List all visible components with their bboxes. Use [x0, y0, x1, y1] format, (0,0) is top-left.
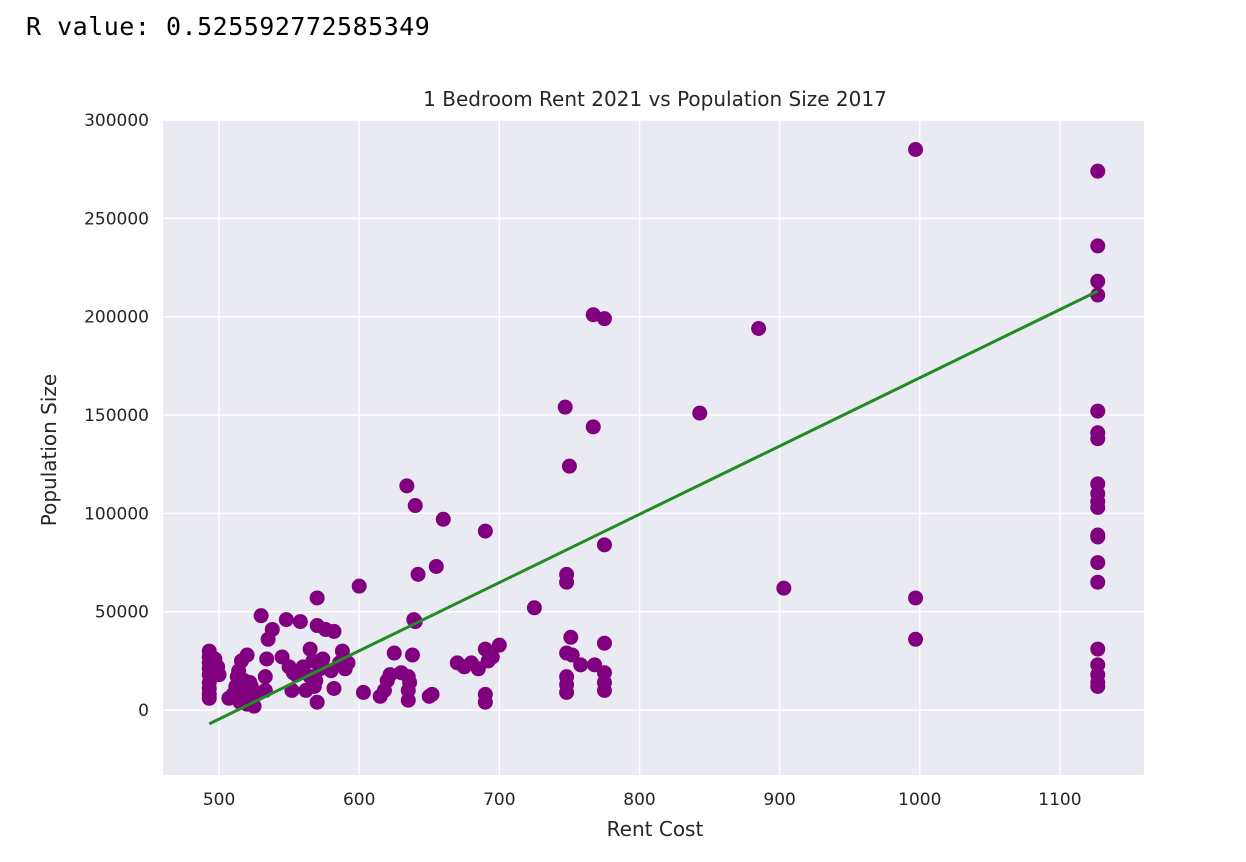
- data-point: [326, 680, 342, 696]
- data-points: [201, 142, 1106, 714]
- data-point: [1090, 163, 1106, 179]
- data-point: [264, 621, 280, 637]
- data-point: [557, 399, 573, 415]
- r-value-label: R value:: [26, 12, 151, 41]
- y-tick-label: 50000: [95, 603, 149, 623]
- r-value-number: 0.525592772585349: [165, 12, 431, 41]
- x-tick-label: 900: [763, 790, 795, 810]
- y-tick-label: 300000: [84, 111, 149, 131]
- data-point: [563, 629, 579, 645]
- data-point: [596, 682, 612, 698]
- x-tick-label: 700: [483, 790, 515, 810]
- data-point: [201, 690, 217, 706]
- data-point: [309, 694, 325, 710]
- data-point: [908, 590, 924, 606]
- data-point: [477, 523, 493, 539]
- data-point: [404, 647, 420, 663]
- data-point: [484, 649, 500, 665]
- data-point: [559, 574, 575, 590]
- data-point: [564, 647, 580, 663]
- grid-lines: [163, 119, 1144, 775]
- x-tick-label: 1100: [1038, 790, 1081, 810]
- data-point: [315, 651, 331, 667]
- data-point: [1090, 555, 1106, 571]
- data-point: [692, 405, 708, 421]
- y-tick-label: 0: [138, 701, 149, 721]
- data-point: [1090, 529, 1106, 545]
- data-point: [573, 657, 589, 673]
- data-point: [278, 612, 294, 628]
- data-point: [1090, 431, 1106, 447]
- data-point: [435, 511, 451, 527]
- y-axis-label: Population Size: [37, 374, 61, 527]
- data-point: [326, 623, 342, 639]
- data-point: [491, 637, 507, 653]
- chart-title: 1 Bedroom Rent 2021 vs Population Size 2…: [423, 87, 887, 111]
- regression-line: [208, 289, 1099, 726]
- data-point: [410, 566, 426, 582]
- data-point: [399, 478, 415, 494]
- data-point: [1090, 678, 1106, 694]
- data-point: [1090, 574, 1106, 590]
- data-point: [1090, 273, 1106, 289]
- data-point: [400, 692, 416, 708]
- data-point: [596, 537, 612, 553]
- data-point: [908, 631, 924, 647]
- data-point: [751, 320, 767, 336]
- y-tick-label: 100000: [84, 504, 149, 524]
- x-tick-label: 800: [623, 790, 655, 810]
- x-tick-label: 600: [343, 790, 375, 810]
- data-point: [259, 651, 275, 667]
- data-point: [1090, 403, 1106, 419]
- data-point: [526, 600, 542, 616]
- data-point: [1090, 499, 1106, 515]
- y-tick-labels: 0 50000 100000 150000 200000 250000 300000: [84, 111, 149, 721]
- data-point: [428, 559, 444, 575]
- x-tick-label: 1000: [898, 790, 941, 810]
- data-point: [308, 673, 324, 689]
- data-point: [561, 458, 577, 474]
- x-axis-label: Rent Cost: [607, 817, 704, 841]
- data-point: [596, 635, 612, 651]
- data-point: [334, 643, 350, 659]
- data-point: [585, 419, 601, 435]
- data-point: [253, 608, 269, 624]
- data-point: [908, 142, 924, 158]
- data-point: [292, 614, 308, 630]
- data-point: [407, 498, 423, 514]
- data-point: [239, 647, 255, 663]
- y-tick-label: 150000: [84, 406, 149, 426]
- data-point: [211, 667, 227, 683]
- x-tick-label: 500: [203, 790, 235, 810]
- data-point: [776, 580, 792, 596]
- data-point: [424, 686, 440, 702]
- data-point: [1090, 641, 1106, 657]
- y-tick-label: 200000: [84, 308, 149, 328]
- data-point: [302, 641, 318, 657]
- data-point: [559, 684, 575, 700]
- data-point: [257, 669, 273, 685]
- data-point: [355, 684, 371, 700]
- x-tick-labels: 500 600 700 800 900 1000 1100: [203, 790, 1082, 810]
- data-point: [309, 590, 325, 606]
- data-point: [596, 311, 612, 327]
- data-point: [1090, 238, 1106, 254]
- data-point: [382, 667, 398, 683]
- data-point: [386, 645, 402, 661]
- r-value-output: R value: 0.525592772585349: [26, 12, 430, 41]
- data-point: [477, 694, 493, 710]
- y-tick-label: 250000: [84, 209, 149, 229]
- data-point: [402, 675, 418, 691]
- data-point: [351, 578, 367, 594]
